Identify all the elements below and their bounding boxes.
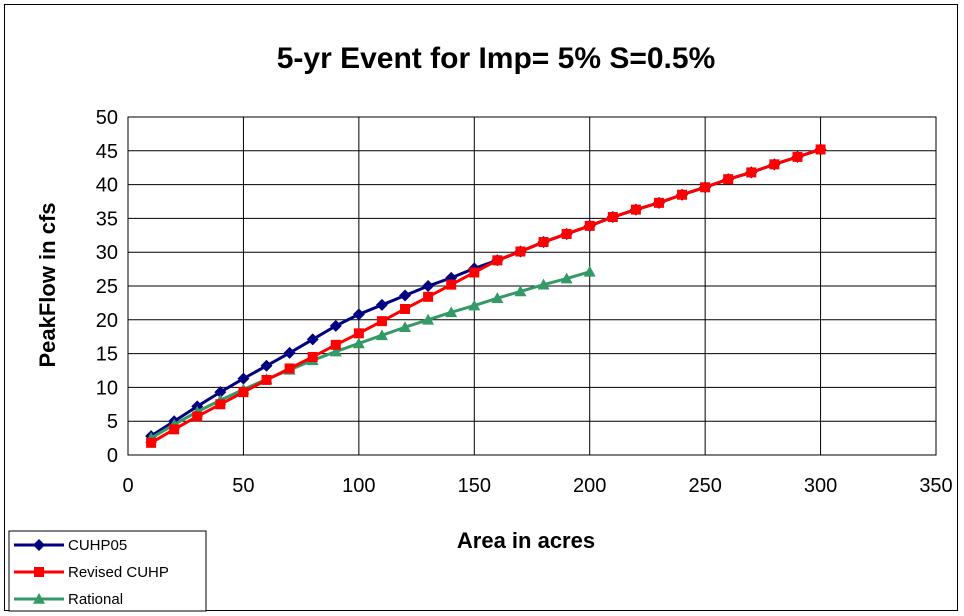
data-point-rational — [537, 278, 550, 290]
data-point-revised-cuhp — [607, 212, 618, 223]
x-tick-label: 200 — [573, 475, 606, 497]
data-point-cuhp05 — [237, 372, 250, 385]
data-point-revised-cuhp — [723, 174, 734, 185]
x-tick-label: 100 — [342, 475, 375, 497]
legend-item-revised-cuhp: Revised CUHP — [14, 564, 169, 581]
data-point-revised-cuhp — [769, 159, 780, 170]
data-point-cuhp05 — [352, 308, 365, 321]
data-point-revised-cuhp — [469, 267, 480, 278]
data-point-rational — [422, 313, 435, 325]
data-point-revised-cuhp — [238, 387, 249, 398]
legend-marker — [33, 593, 45, 604]
data-point-revised-cuhp — [446, 279, 457, 290]
data-point-revised-cuhp — [192, 411, 203, 422]
data-point-revised-cuhp — [584, 220, 595, 231]
data-point-rational — [329, 345, 342, 357]
x-tick-label: 50 — [232, 475, 254, 497]
y-tick-label: 10 — [96, 377, 118, 399]
series-rational — [145, 265, 596, 443]
y-tick-label: 25 — [96, 276, 118, 298]
data-point-revised-cuhp — [515, 246, 526, 257]
legend-marker — [33, 539, 45, 551]
data-point-revised-cuhp — [146, 437, 157, 448]
data-point-revised-cuhp — [677, 189, 688, 200]
legend-item-cuhp05: CUHP05 — [14, 537, 127, 554]
series-revised-cuhp — [146, 144, 826, 448]
y-tick-label: 40 — [96, 175, 118, 197]
data-point-rational — [560, 272, 573, 284]
legend: CUHP05 Revised CUHP Rational — [8, 530, 207, 612]
data-point-rational — [468, 299, 481, 311]
legend-marker — [34, 567, 44, 577]
data-point-revised-cuhp — [561, 228, 572, 239]
data-point-cuhp05 — [422, 280, 435, 292]
plot-border — [127, 116, 937, 456]
legend-item-rational: Rational — [14, 591, 123, 608]
data-point-revised-cuhp — [353, 328, 364, 339]
x-axis-title: Area in acres — [457, 528, 595, 553]
data-point-rational — [352, 337, 365, 349]
data-point-revised-cuhp — [538, 237, 549, 248]
legend-label: CUHP05 — [68, 537, 127, 554]
data-point-cuhp05 — [214, 386, 227, 399]
data-point-cuhp05 — [375, 298, 388, 311]
data-point-cuhp05 — [283, 346, 296, 359]
data-point-revised-cuhp — [376, 316, 387, 327]
data-point-rational — [583, 265, 596, 277]
x-tick-label: 250 — [688, 475, 721, 497]
data-point-cuhp05 — [306, 333, 319, 346]
data-point-rational — [375, 329, 388, 341]
data-point-rational — [514, 285, 527, 297]
data-point-revised-cuhp — [400, 303, 411, 314]
y-axis-title: PeakFlow in cfs — [35, 202, 60, 367]
legend-label: Revised CUHP — [68, 564, 169, 581]
data-point-rational — [491, 292, 504, 303]
data-point-revised-cuhp — [423, 291, 434, 302]
y-tick-label: 30 — [96, 242, 118, 264]
data-point-revised-cuhp — [307, 351, 318, 362]
data-point-revised-cuhp — [746, 167, 757, 178]
y-tick-label: 0 — [107, 445, 118, 467]
legend-label: Rational — [68, 591, 123, 608]
series-layer — [145, 143, 827, 448]
data-point-cuhp05 — [399, 289, 412, 302]
y-tick-label: 15 — [96, 344, 118, 366]
data-point-cuhp05 — [260, 359, 273, 372]
y-tick-label: 20 — [96, 310, 118, 332]
data-point-revised-cuhp — [792, 151, 803, 162]
tick-labels: 0 5 10 15 20 25 30 35 40 45 50 0 50 100 150 200 250 300 35… — [96, 107, 953, 497]
x-tick-label: 300 — [804, 475, 837, 497]
data-point-revised-cuhp — [700, 182, 711, 193]
x-tick-label: 350 — [919, 475, 952, 497]
data-point-revised-cuhp — [492, 255, 503, 266]
y-tick-label: 50 — [96, 107, 118, 129]
data-point-revised-cuhp — [169, 424, 180, 435]
x-tick-label: 150 — [458, 475, 491, 497]
data-point-revised-cuhp — [261, 374, 272, 385]
y-tick-label: 45 — [96, 141, 118, 163]
data-point-revised-cuhp — [215, 399, 226, 410]
data-point-revised-cuhp — [815, 144, 826, 155]
data-point-rational — [445, 306, 458, 318]
data-point-revised-cuhp — [284, 363, 295, 374]
data-point-cuhp05 — [329, 319, 342, 332]
data-point-revised-cuhp — [330, 339, 341, 350]
x-tick-label: 0 — [122, 475, 133, 497]
y-tick-label: 5 — [107, 411, 118, 433]
data-point-revised-cuhp — [653, 197, 664, 208]
y-tick-label: 35 — [96, 208, 118, 230]
data-point-revised-cuhp — [630, 204, 641, 215]
data-point-rational — [399, 321, 412, 333]
chart-title: 5-yr Event for Imp= 5% S=0.5% — [277, 42, 716, 75]
